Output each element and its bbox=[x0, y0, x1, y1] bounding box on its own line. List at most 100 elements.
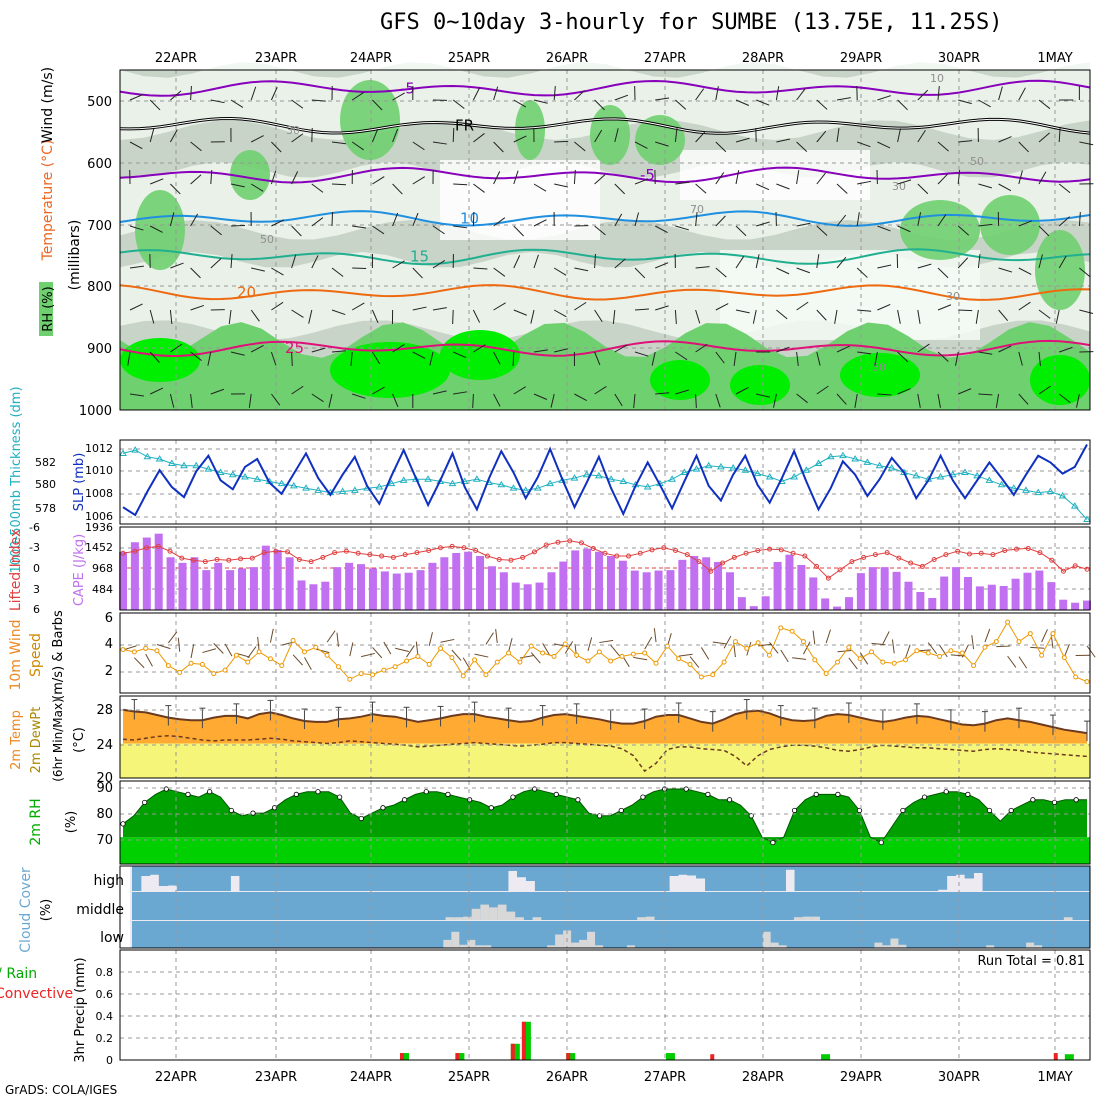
cloud-bar-bg bbox=[419, 921, 428, 948]
thickness-marker bbox=[912, 471, 921, 479]
surface-wind-barb bbox=[156, 644, 171, 650]
cloud-bar-bg bbox=[428, 892, 438, 920]
wind-barb bbox=[978, 99, 991, 108]
cloud-high-bar bbox=[1072, 866, 1082, 891]
thickness-marker bbox=[314, 486, 323, 493]
cloud-bar-bg bbox=[637, 892, 647, 920]
precip-total-bar bbox=[455, 1053, 465, 1060]
surface-wind-barb bbox=[495, 628, 498, 643]
cloud-bar-bg bbox=[994, 892, 1004, 920]
wind-barb bbox=[412, 306, 427, 311]
precip-total-bar bbox=[821, 1054, 831, 1060]
thickness-marker bbox=[607, 475, 615, 482]
rh-marker bbox=[791, 807, 798, 814]
precip-total-bar bbox=[400, 1053, 410, 1060]
cape-bar bbox=[130, 542, 139, 610]
cloud-bar-bg bbox=[419, 892, 429, 920]
cloud-bar-bg bbox=[698, 892, 708, 920]
wind-barb bbox=[796, 267, 810, 274]
date-tick-label-top: 26APR bbox=[546, 51, 588, 66]
cape-bar bbox=[392, 573, 401, 610]
cape-bar bbox=[999, 585, 1008, 610]
wind-barb bbox=[937, 86, 940, 101]
rh-marker bbox=[250, 810, 256, 816]
wind-speed-marker bbox=[290, 637, 296, 643]
wind-barb bbox=[998, 309, 1009, 321]
cloud-high-bar bbox=[731, 866, 742, 891]
cloud-low-bar bbox=[986, 945, 995, 948]
wind-barb bbox=[998, 86, 1003, 101]
cape-bar bbox=[571, 550, 580, 610]
wind-barb bbox=[513, 170, 519, 185]
cloud-high-bar bbox=[893, 866, 903, 891]
cloud-high-bar bbox=[516, 866, 527, 878]
pressure-tick-label: 900 bbox=[87, 342, 112, 357]
cloud-bar-bg bbox=[898, 921, 907, 948]
wind-barb bbox=[271, 219, 285, 227]
rh-moist-blob bbox=[590, 105, 630, 165]
cloud-bar-bg bbox=[611, 921, 620, 948]
cape-bar bbox=[797, 564, 806, 610]
wind-barb bbox=[917, 393, 921, 408]
li-marker bbox=[884, 550, 890, 556]
cloud-bar-bg bbox=[219, 921, 229, 948]
li-marker bbox=[1049, 557, 1055, 563]
wind-speed-marker bbox=[131, 649, 137, 655]
cloud-bar-bg bbox=[251, 921, 261, 948]
cloud-bar-bg bbox=[227, 892, 237, 920]
thickness-marker bbox=[680, 468, 689, 475]
wind-barb bbox=[554, 183, 568, 188]
surface-wind-barb bbox=[633, 656, 648, 661]
cloud-middle-bar bbox=[1063, 917, 1073, 920]
cloud-high-bar bbox=[875, 866, 885, 891]
wind-barb bbox=[614, 183, 626, 195]
surface-wind-barb bbox=[610, 644, 620, 657]
slp-tick-label: 1012 bbox=[85, 442, 113, 455]
cloud-high-bar bbox=[499, 866, 509, 891]
wind-barb bbox=[210, 99, 225, 104]
cloud-high-bar bbox=[248, 866, 258, 891]
wind-barb bbox=[493, 171, 501, 185]
wind-barb bbox=[1018, 141, 1030, 153]
cape-bar bbox=[821, 598, 830, 610]
wind-barb bbox=[897, 388, 911, 395]
cloud-high-bar bbox=[660, 866, 670, 891]
wind-barb bbox=[291, 99, 304, 109]
wind-speed-marker bbox=[324, 652, 330, 658]
wind-barb bbox=[493, 267, 506, 277]
thickness-marker bbox=[436, 477, 445, 484]
wind-barb bbox=[1079, 309, 1094, 314]
date-tick-label-bottom: 23APR bbox=[255, 1070, 297, 1085]
cloud-high-bar bbox=[1000, 866, 1010, 891]
li-marker bbox=[484, 553, 490, 559]
isotherm-label: 10 bbox=[460, 209, 479, 227]
cloud-low-bar bbox=[587, 931, 596, 948]
wind-barb bbox=[634, 308, 650, 311]
wind-barb bbox=[715, 267, 727, 278]
surface-wind-barb bbox=[599, 639, 614, 644]
rh-dry-area bbox=[680, 150, 870, 200]
wind-barb bbox=[129, 265, 144, 269]
cloud-bar-bg bbox=[541, 892, 551, 920]
wind-barb bbox=[190, 174, 202, 185]
cloud-middle-bar bbox=[811, 916, 821, 920]
li-marker bbox=[461, 545, 467, 551]
rh-contour-label: 70 bbox=[690, 203, 704, 216]
cloud-bar-bg bbox=[880, 892, 891, 920]
cloud-low-bar bbox=[778, 945, 788, 948]
surface-wind-barb bbox=[530, 652, 541, 664]
wind-barb bbox=[311, 255, 319, 269]
cloud-bar-bg bbox=[435, 921, 444, 948]
cloud-bar-bg bbox=[595, 921, 604, 948]
thickness-marker bbox=[1034, 488, 1043, 496]
wind-speed-marker bbox=[982, 644, 988, 650]
cloud-bar-bg bbox=[219, 892, 229, 920]
cloud-low-bar bbox=[579, 939, 588, 948]
wind-speed-marker bbox=[710, 672, 716, 678]
cloud-high-bar bbox=[1045, 866, 1055, 891]
wind-barb bbox=[392, 183, 403, 195]
wind-speed-marker bbox=[766, 652, 772, 658]
thickness-marker bbox=[851, 455, 860, 462]
wind-barb bbox=[149, 387, 164, 395]
